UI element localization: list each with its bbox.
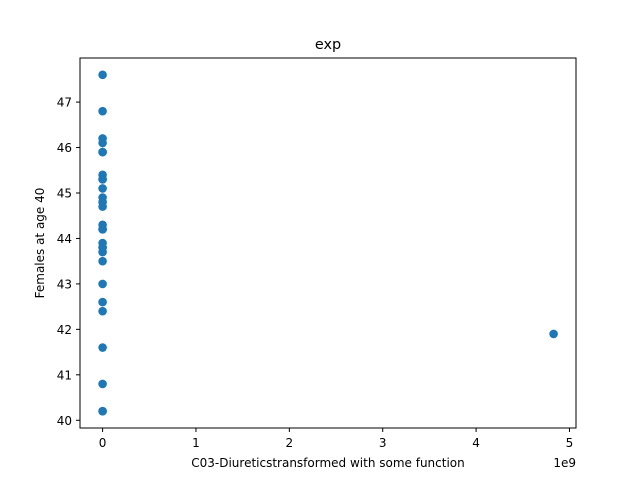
scatter-point	[98, 138, 107, 148]
scatter-point	[98, 256, 107, 266]
plot-frame	[79, 57, 577, 429]
scatter-point	[98, 147, 107, 157]
scatter-points	[98, 70, 558, 416]
scatter-point	[98, 106, 107, 116]
scatter-point	[98, 184, 107, 193]
x-tick-label: 0	[99, 436, 107, 450]
x-axis-offset-text: 1e9	[553, 456, 576, 470]
scatter-point	[98, 306, 107, 316]
chart-title: exp	[315, 37, 341, 53]
scatter-point	[98, 406, 107, 416]
scatter-point	[98, 343, 107, 352]
y-tick-label: 42	[57, 323, 72, 337]
x-tick-label: 1	[192, 436, 200, 450]
scatter-point	[98, 243, 107, 252]
y-axis-label: Females at age 40	[33, 188, 47, 299]
scatter-point	[98, 297, 107, 307]
axes	[79, 57, 577, 429]
scatter-point	[98, 70, 107, 80]
scatter-point	[98, 202, 107, 211]
y-tick-label: 40	[57, 414, 72, 428]
x-tick-label: 4	[472, 436, 480, 450]
y-tick-label: 41	[57, 368, 72, 382]
y-tick-label: 47	[57, 96, 72, 110]
x-axis-label: C03-Diureticstransformed with some funct…	[191, 456, 465, 470]
y-tick-label: 44	[57, 232, 72, 246]
x-tick-label: 3	[379, 436, 387, 450]
x-tick-label: 2	[286, 436, 294, 450]
scatter-point	[98, 175, 107, 184]
scatter-point	[98, 279, 107, 289]
scatter-point	[549, 329, 558, 339]
scatter-point	[98, 379, 107, 389]
y-tick-label: 46	[57, 141, 72, 155]
y-tick-label: 43	[57, 277, 72, 291]
scatter-point	[98, 225, 107, 234]
y-tick-label: 45	[57, 187, 72, 201]
x-tick-label: 5	[566, 436, 574, 450]
